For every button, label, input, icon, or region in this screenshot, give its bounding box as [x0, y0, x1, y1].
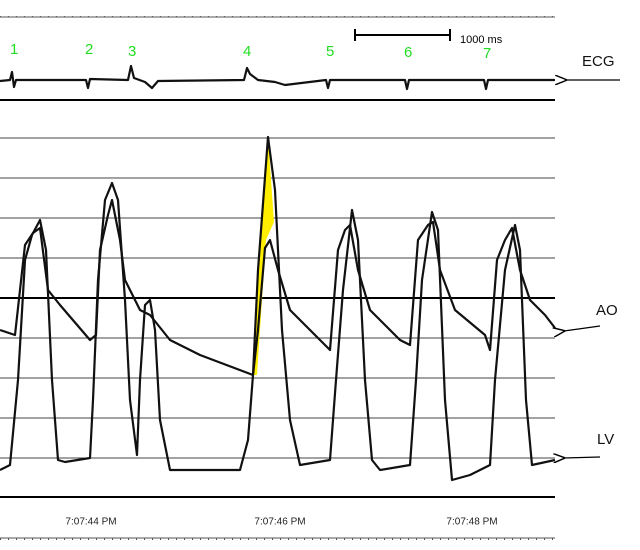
ao-trace — [0, 198, 556, 377]
scale-bar: 1000 ms — [354, 29, 503, 46]
beat-label: 1 — [10, 41, 18, 58]
ao-label: AO — [596, 302, 618, 319]
lv-label: LV — [597, 431, 614, 448]
channel-labels: ECG AO LV — [564, 53, 620, 458]
time-label: 7:07:44 PM — [65, 517, 116, 528]
time-label: 7:07:48 PM — [446, 517, 497, 528]
beat-labels: 1 2 3 4 5 6 7 — [10, 41, 491, 62]
beat-label: 4 — [243, 43, 251, 60]
lv-arrow — [564, 457, 601, 458]
beat-label: 3 — [128, 43, 136, 60]
ao-arrow — [564, 325, 601, 331]
beat-label: 2 — [85, 41, 93, 58]
beat-label: 6 — [404, 44, 412, 61]
ecg-label: ECG — [582, 53, 615, 70]
beat-label: 7 — [483, 45, 491, 62]
ecg-trace — [0, 64, 555, 91]
lv-trace — [0, 135, 556, 482]
scale-label: 1000 ms — [460, 34, 503, 46]
grid — [0, 99, 555, 498]
beat-label: 5 — [326, 43, 334, 60]
rulers — [0, 13, 555, 542]
time-labels: 7:07:44 PM 7:07:46 PM 7:07:48 PM — [65, 517, 497, 528]
time-label: 7:07:46 PM — [254, 517, 305, 528]
